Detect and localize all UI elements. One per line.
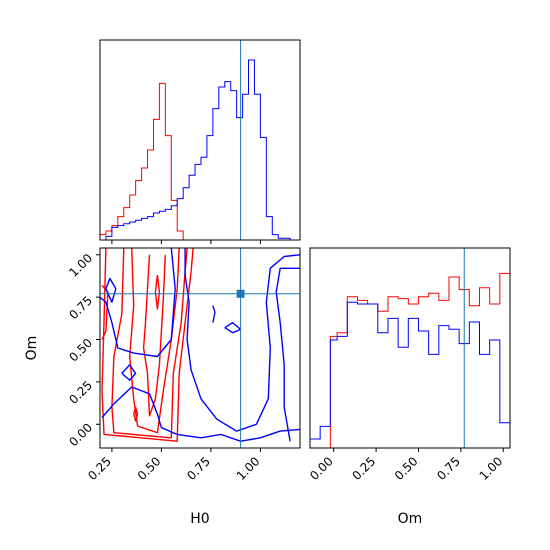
histogram-red_run xyxy=(100,82,297,240)
truth-marker xyxy=(236,289,245,298)
histogram-blue_run xyxy=(100,59,297,240)
histogram-blue_run xyxy=(310,301,510,448)
axes-frame xyxy=(309,247,511,449)
contour-line-red_run xyxy=(101,248,194,442)
axes-frame xyxy=(99,247,301,449)
hist-Om-xtick-label: 0.00 xyxy=(307,454,336,483)
contour-line-red_run xyxy=(142,254,166,417)
contour-H0-Om-panel: 0.25 0.50 0.75 1.00 0.00 0.25 0.50 0.75 1.00 H0 Om xyxy=(24,247,301,527)
contour-line-blue_run xyxy=(100,248,176,358)
x-axis-label-Om: Om xyxy=(398,511,423,527)
contour-line-blue_run xyxy=(275,267,300,442)
contour-ytick-label: 0.75 xyxy=(66,293,95,322)
contour-line-red_run xyxy=(111,248,188,439)
histogram-red_run xyxy=(310,272,510,448)
contour-xtick-label: 1.00 xyxy=(234,454,263,483)
contour-xtick-label: 0.25 xyxy=(85,454,114,483)
y-axis-label-Om: Om xyxy=(24,336,40,361)
hist-Om-xtick-label: 0.75 xyxy=(434,454,463,483)
x-axis-label-H0: H0 xyxy=(190,511,209,527)
contour-xtick-label: 0.75 xyxy=(184,454,213,483)
contour-line-red_run xyxy=(154,275,161,310)
contour-line-red_run xyxy=(129,248,180,434)
contour-ytick-label: 1.00 xyxy=(66,251,95,280)
contour-line-blue_run xyxy=(224,321,242,334)
contour-ytick-label: 0.25 xyxy=(66,378,95,407)
contour-line-blue_run xyxy=(121,364,137,381)
contour-xtick-label: 0.50 xyxy=(135,454,164,483)
contour-ytick-label: 0.50 xyxy=(66,336,95,365)
contour-ytick-label: 0.00 xyxy=(66,420,95,449)
contour-line-red_run xyxy=(101,284,109,340)
hist-Om-xtick-label: 1.00 xyxy=(477,454,506,483)
histogram-Om-panel: 0.00 0.25 0.50 0.75 1.00 Om xyxy=(307,247,511,527)
hist-Om-xtick-label: 0.50 xyxy=(392,454,421,483)
hist-Om-xtick-label: 0.25 xyxy=(349,454,378,483)
contour-line-blue_run xyxy=(184,248,300,432)
axes-frame xyxy=(99,39,301,241)
contour-line-blue_run xyxy=(101,386,300,442)
histogram-H0-panel xyxy=(99,39,301,244)
contour-line-blue_run xyxy=(105,277,117,303)
contour-line-red_run xyxy=(133,406,139,422)
contour-line-blue_run xyxy=(212,305,216,323)
